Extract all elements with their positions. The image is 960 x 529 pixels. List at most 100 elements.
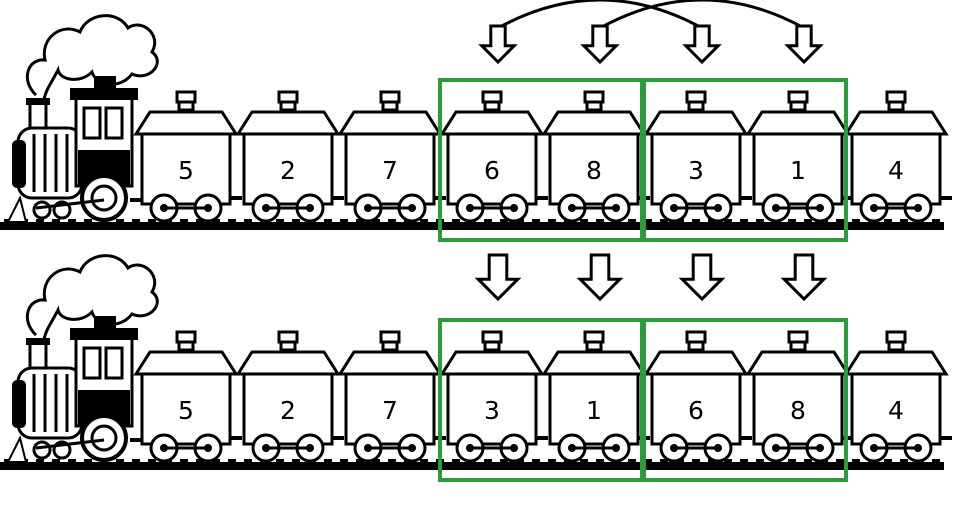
rail-tie (932, 459, 940, 462)
rail-tie (580, 459, 588, 462)
boiler (16, 126, 84, 200)
rail-tie (692, 219, 700, 222)
rail-tie (52, 219, 60, 222)
car-roof (745, 350, 851, 376)
train-car: 7 (337, 330, 446, 463)
train-car: 4 (843, 90, 952, 223)
car-roof (745, 110, 851, 136)
rail-tie (660, 219, 668, 222)
down-arrow-icon (678, 253, 726, 302)
car-number: 2 (280, 396, 296, 425)
train-car: 7 (337, 90, 446, 223)
cab-window (82, 346, 102, 380)
cab-window (82, 106, 102, 140)
rail-tie (228, 219, 236, 222)
car-body (650, 132, 742, 206)
car-body (242, 132, 334, 206)
car-number: 6 (688, 396, 704, 425)
rail-track (0, 462, 944, 470)
car-roof (843, 350, 949, 376)
car-roof (133, 110, 239, 136)
swap-arc (599, 0, 805, 30)
swap-arc (497, 0, 703, 30)
rail-tie (500, 219, 508, 222)
rail-tie (420, 459, 428, 462)
loco-wheel-small (32, 200, 52, 220)
rail-tie (836, 219, 844, 222)
cab-roof (70, 88, 138, 100)
rail-tie (244, 459, 252, 462)
down-arrow-icon (478, 24, 518, 65)
car-number: 5 (178, 396, 194, 425)
cowcatcher (6, 435, 28, 463)
train-row-before: 5 2 7 6 8 3 1 4 (0, 14, 952, 242)
car-number: 3 (688, 156, 704, 185)
train-row-after: 5 2 7 3 1 6 8 4 (0, 254, 952, 482)
train-car: 6 (439, 90, 548, 223)
car-roof (843, 110, 949, 136)
rail-tie (884, 459, 892, 462)
cab-window (104, 106, 124, 140)
loco-wheel-small (32, 440, 52, 460)
down-arrow-icon (580, 24, 620, 65)
rail-tie (132, 219, 140, 222)
rail-tie (804, 459, 812, 462)
train-car: 8 (541, 90, 650, 223)
rail-tie (484, 219, 492, 222)
down-arrow-icon (682, 24, 722, 65)
rail-tie (388, 459, 396, 462)
car-body (344, 132, 436, 206)
down-arrow-icon (474, 253, 522, 302)
rail-tie (452, 459, 460, 462)
down-arrows-between-rows (474, 253, 828, 302)
smoke-cloud (25, 254, 159, 343)
rail-tie (196, 219, 204, 222)
car-number: 7 (382, 156, 398, 185)
chimney (28, 340, 48, 370)
car-roof (439, 350, 545, 376)
train-car: 4 (843, 330, 952, 463)
car-roof (439, 110, 545, 136)
rail-tie (36, 459, 44, 462)
car-number: 4 (888, 396, 904, 425)
rail-tie (628, 459, 636, 462)
rail-tie (740, 219, 748, 222)
locomotive (6, 254, 159, 463)
rail-tie (852, 219, 860, 222)
car-number: 8 (790, 396, 806, 425)
car-number: 2 (280, 156, 296, 185)
rail-tie (420, 219, 428, 222)
rail-tie (68, 219, 76, 222)
rail-tie (532, 219, 540, 222)
car-body (140, 372, 232, 446)
car-roof (337, 350, 443, 376)
train-car: 8 (745, 330, 854, 463)
rail-tie (500, 459, 508, 462)
highlight-box (642, 78, 848, 242)
train-car: 2 (235, 330, 344, 463)
rail-tie (580, 219, 588, 222)
cab-window (104, 346, 124, 380)
rail-tie (356, 219, 364, 222)
car-body (344, 372, 436, 446)
car-body (446, 132, 538, 206)
rail-tie (372, 459, 380, 462)
rail-tie (724, 459, 732, 462)
rail-tie (484, 459, 492, 462)
car-number: 3 (484, 396, 500, 425)
rail-tie (548, 219, 556, 222)
train-car: 2 (235, 90, 344, 223)
rail-tie (644, 219, 652, 222)
car-roof (541, 350, 647, 376)
rail-tie (132, 459, 140, 462)
car-body (650, 372, 742, 446)
rail-tie (372, 219, 380, 222)
rail-tie (84, 459, 92, 462)
car-roof (235, 110, 341, 136)
rail-tie (228, 459, 236, 462)
car-roof (337, 110, 443, 136)
cab-roof (70, 328, 138, 340)
cowcatcher (6, 195, 28, 223)
train-car: 6 (643, 330, 752, 463)
